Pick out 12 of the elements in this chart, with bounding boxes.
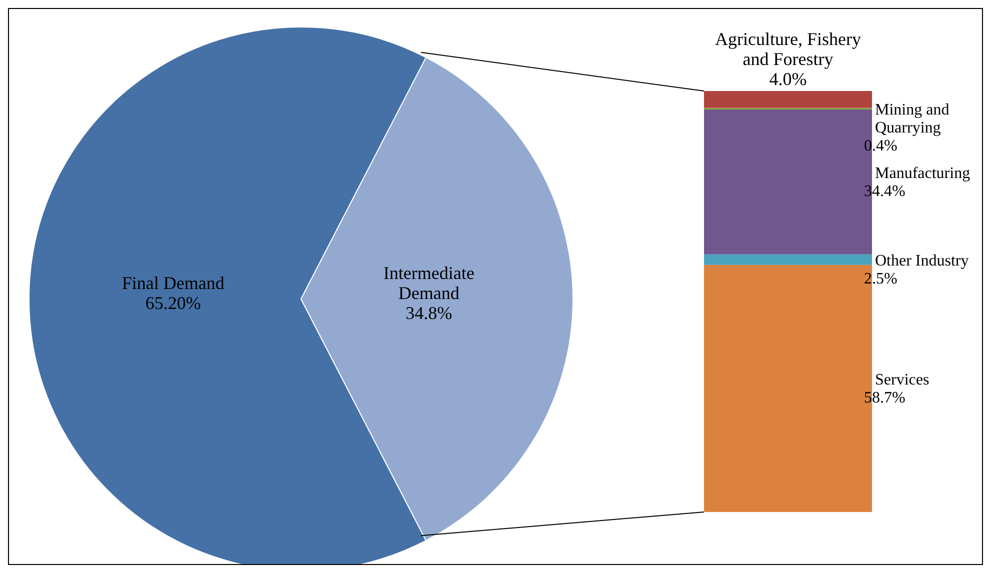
series-label: Other Industry bbox=[875, 252, 969, 270]
series-label: Manufacturing bbox=[875, 164, 970, 182]
data-label: 4.0% bbox=[769, 69, 807, 89]
series-label: Services bbox=[875, 371, 930, 388]
bar bbox=[704, 254, 872, 265]
bar bbox=[704, 91, 872, 108]
series-label: Agriculture, Fishery and Forestry bbox=[715, 29, 861, 69]
slice-label: Final Demand bbox=[122, 273, 224, 293]
slice-label: Intermediate Demand bbox=[383, 263, 474, 303]
data-label: 34.8% bbox=[406, 303, 452, 323]
series-label: Mining and Quarrying bbox=[875, 102, 950, 137]
data-label: 65.20% bbox=[145, 293, 201, 313]
